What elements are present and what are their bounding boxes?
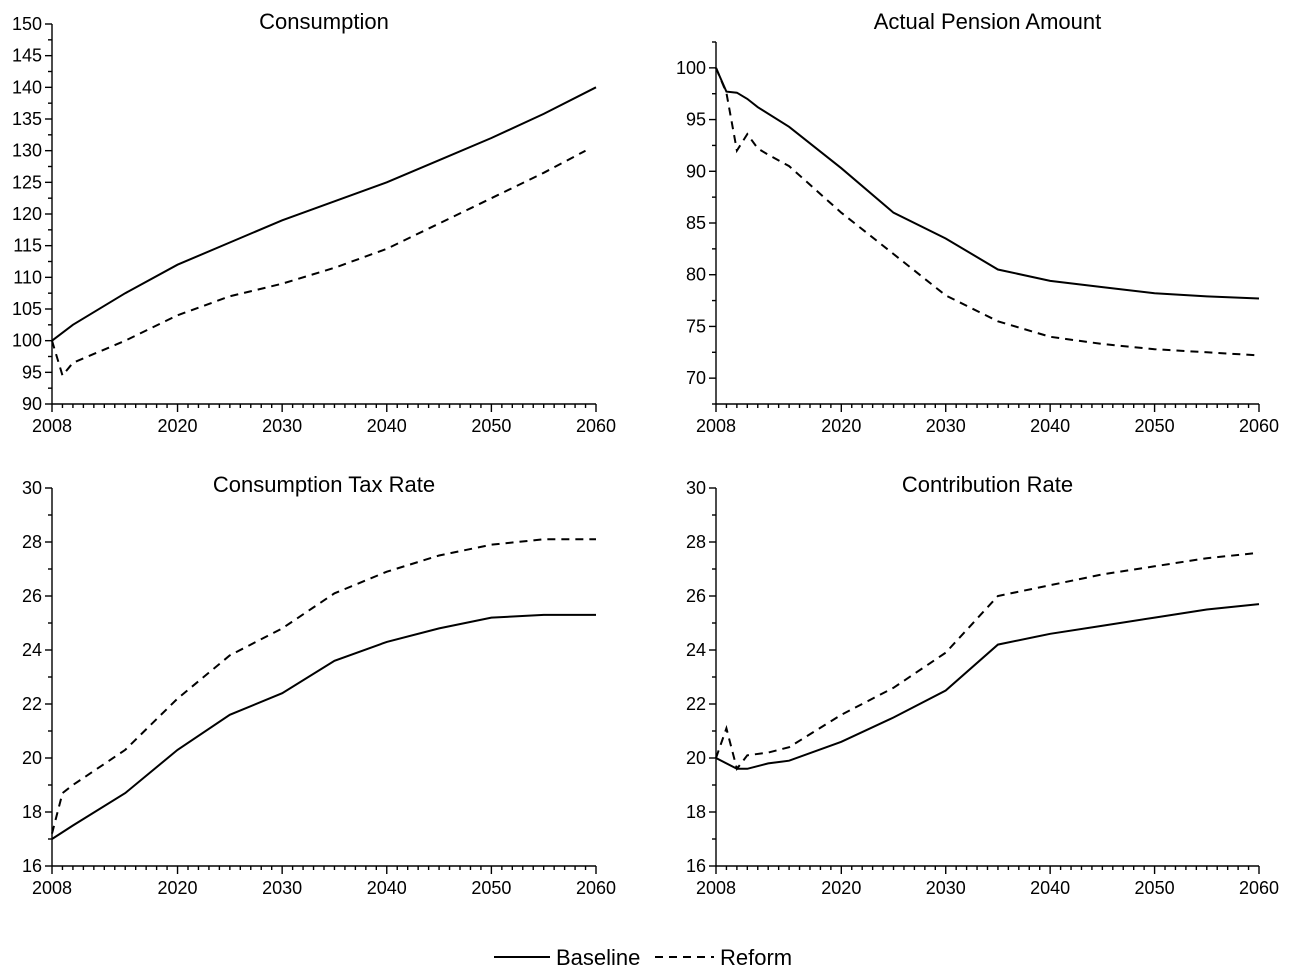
pension-amount-x-tick-label: 2008	[696, 416, 736, 436]
consumption-chart: Consumption 90 95 100 105 110 115 120 125 130 135 1…	[12, 9, 616, 436]
contribution-rate-x-tick-label: 2050	[1135, 878, 1175, 898]
contribution-rate-y-tick-label: 20	[686, 748, 706, 768]
contribution-rate-x-tick-label: 2020	[821, 878, 861, 898]
consumption-tax-rate-x-tick-label: 2020	[158, 878, 198, 898]
pension-amount-y-tick-label: 80	[686, 265, 706, 285]
consumption-y-tick-label: 125	[12, 172, 42, 192]
consumption-x-tick-label: 2008	[32, 416, 72, 436]
consumption-y-tick-label: 90	[22, 394, 42, 414]
consumption-tax-rate-y-tick-label: 16	[22, 856, 42, 876]
consumption-y-tick-label: 115	[13, 236, 42, 256]
pension-amount-reform-line	[715, 67, 1260, 357]
consumption-tax-rate-title: Consumption Tax Rate	[213, 472, 435, 497]
consumption-tax-rate-baseline-line	[51, 613, 596, 840]
consumption-tax-rate-chart: Consumption Tax Rate 16 18 20 22 24 26 28 30 2008…	[22, 472, 616, 898]
pension-amount-x-tick-label: 2050	[1135, 416, 1175, 436]
consumption-y-tick-label: 140	[12, 77, 42, 97]
legend: Baseline Reform	[494, 945, 792, 970]
legend-baseline-label: Baseline	[556, 945, 640, 970]
consumption-tax-rate-reform-line	[51, 538, 596, 834]
consumption-y-tick-label: 150	[12, 14, 42, 34]
contribution-rate-baseline-line	[715, 603, 1260, 770]
consumption-y-tick-label: 130	[12, 141, 42, 161]
pension-amount-y-tick-label: 75	[686, 316, 706, 336]
consumption-tax-rate-x-tick-label: 2030	[262, 878, 302, 898]
pension-amount-y-tick-label: 100	[676, 58, 706, 78]
consumption-x-tick-label: 2060	[576, 416, 616, 436]
contribution-rate-y-tick-label: 16	[686, 856, 706, 876]
consumption-tax-rate-x-tick-label: 2050	[471, 878, 511, 898]
pension-amount-x-tick-label: 2030	[926, 416, 966, 436]
pension-amount-x-tick-label: 2020	[821, 416, 861, 436]
consumption-y-tick-label: 105	[12, 299, 42, 319]
contribution-rate-y-tick-label: 30	[686, 478, 706, 498]
legend-reform-label: Reform	[720, 945, 792, 970]
consumption-x-tick-label: 2050	[471, 416, 511, 436]
pension-amount-y-tick-label: 95	[686, 110, 706, 130]
consumption-tax-rate-y-tick-label: 18	[22, 802, 42, 822]
contribution-rate-y-tick-label: 26	[686, 586, 706, 606]
consumption-y-tick-label: 100	[12, 331, 42, 351]
consumption-tax-rate-y-tick-label: 24	[22, 640, 42, 660]
contribution-rate-y-tick-label: 28	[686, 532, 706, 552]
consumption-y-tick-label: 120	[12, 204, 42, 224]
contribution-rate-y-tick-label: 18	[686, 802, 706, 822]
pension-amount-y-tick-label: 70	[686, 368, 706, 388]
contribution-rate-x-tick-label: 2030	[926, 878, 966, 898]
pension-amount-y-tick-label: 85	[686, 213, 706, 233]
pension-amount-x-tick-label: 2060	[1239, 416, 1279, 436]
contribution-rate-title: Contribution Rate	[902, 472, 1073, 497]
contribution-rate-x-tick-label: 2040	[1030, 878, 1070, 898]
consumption-tax-rate-y-tick-label: 28	[22, 532, 42, 552]
consumption-baseline-line	[51, 86, 597, 342]
pension-amount-chart: Actual Pension Amount 70 75 80 85 90 95 100 2008…	[676, 9, 1279, 436]
contribution-rate-y-tick-label: 22	[686, 694, 706, 714]
pension-amount-x-tick-label: 2040	[1030, 416, 1070, 436]
consumption-tax-rate-x-tick-label: 2008	[32, 878, 72, 898]
consumption-tax-rate-y-tick-label: 26	[22, 586, 42, 606]
contribution-rate-y-tick-label: 24	[686, 640, 706, 660]
contribution-rate-reform-line	[715, 551, 1260, 772]
pension-amount-title: Actual Pension Amount	[874, 9, 1101, 34]
contribution-rate-x-tick-label: 2008	[696, 878, 736, 898]
consumption-x-tick-label: 2040	[367, 416, 407, 436]
consumption-tax-rate-x-tick-label: 2060	[576, 878, 616, 898]
consumption-reform-line	[51, 149, 586, 378]
consumption-y-tick-label: 95	[22, 362, 42, 382]
pension-amount-baseline-line	[715, 67, 1260, 300]
consumption-x-tick-label: 2030	[262, 416, 302, 436]
consumption-tax-rate-y-tick-label: 22	[22, 694, 42, 714]
contribution-rate-x-tick-label: 2060	[1239, 878, 1279, 898]
consumption-tax-rate-y-tick-label: 20	[22, 748, 42, 768]
consumption-tax-rate-x-tick-label: 2040	[367, 878, 407, 898]
consumption-y-tick-label: 145	[12, 46, 42, 66]
consumption-x-tick-label: 2020	[158, 416, 198, 436]
consumption-tax-rate-y-tick-label: 30	[22, 478, 42, 498]
contribution-rate-chart: Contribution Rate 16 18 20 22 24 26 28 30 2008 202…	[686, 472, 1279, 898]
pension-amount-y-tick-label: 90	[686, 161, 706, 181]
consumption-y-tick-label: 135	[12, 109, 42, 129]
consumption-y-tick-label: 110	[13, 267, 42, 287]
consumption-title: Consumption	[259, 9, 389, 34]
